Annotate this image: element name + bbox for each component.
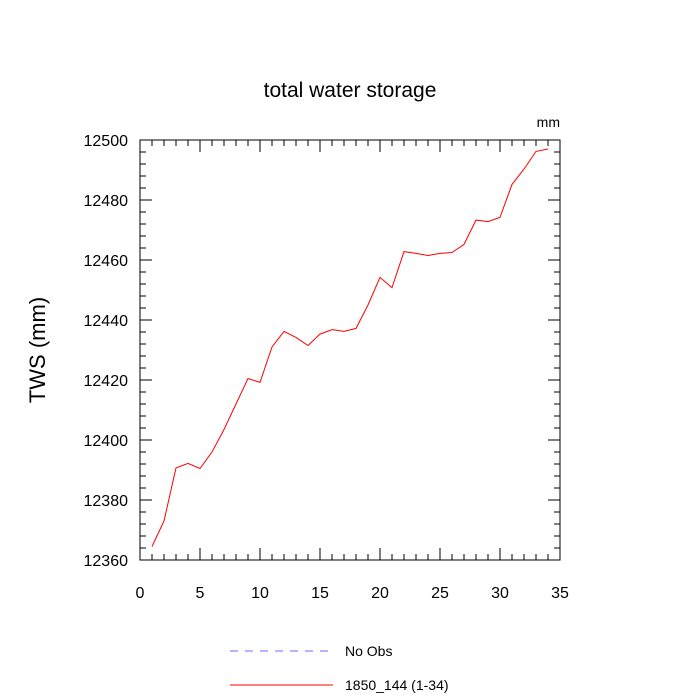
legend-label-1850-144: 1850_144 (1-34) (345, 677, 449, 693)
x-tick-label: 0 (136, 585, 145, 602)
y-tick-label: 12480 (84, 193, 129, 210)
x-tick-label: 35 (551, 585, 569, 602)
chart-title: total water storage (264, 79, 437, 102)
x-tick-label: 25 (431, 585, 449, 602)
x-tick-label: 5 (196, 585, 205, 602)
x-tick-label: 30 (491, 585, 509, 602)
axis-tick-labels: 0 5 10 15 20 25 30 35 12360 12380 12400 12420 12440 1… (84, 133, 570, 602)
y-tick-label: 12460 (84, 253, 129, 270)
y-tick-label: 12380 (84, 493, 129, 510)
y-tick-label: 12420 (84, 373, 129, 390)
units-label: mm (537, 114, 560, 130)
legend-label-no-obs: No Obs (345, 643, 392, 659)
y-axis-label: TWS (mm) (25, 297, 50, 403)
series-line-1 (151, 148, 549, 547)
axis-ticks (139, 139, 561, 561)
y-tick-label: 12360 (84, 553, 129, 570)
plot-lines (151, 148, 549, 547)
y-tick-label: 12400 (84, 433, 129, 450)
legend: No Obs 1850_144 (1-34) (230, 643, 449, 693)
y-tick-label: 12500 (84, 133, 129, 150)
plot-frame (139, 139, 561, 561)
x-tick-label: 15 (311, 585, 329, 602)
x-tick-label: 20 (371, 585, 389, 602)
y-tick-label: 12440 (84, 313, 129, 330)
x-tick-label: 10 (251, 585, 269, 602)
